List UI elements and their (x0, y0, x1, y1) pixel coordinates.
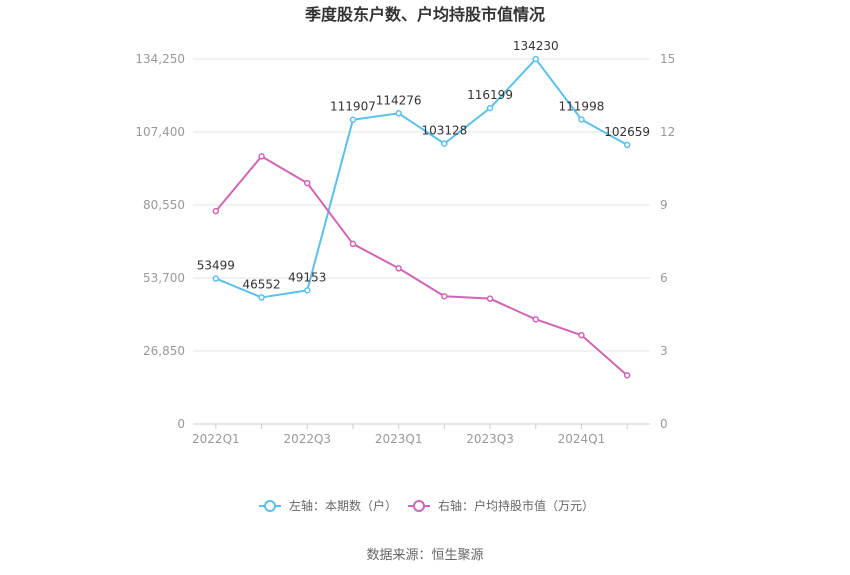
series-line-1 (215, 155, 628, 377)
legend-marker-left-series (264, 500, 276, 512)
data-label: 53499 (197, 259, 235, 273)
right-axis-tick-label: 6 (660, 271, 668, 285)
right-axis-tick-label: 0 (660, 417, 668, 431)
series-0-point[interactable] (349, 116, 357, 123)
right-axis-tick-label: 3 (660, 344, 668, 358)
series-0-point[interactable] (578, 116, 585, 123)
legend-label-right-series: 右轴：户均持股市值（万元） (438, 498, 594, 513)
data-label: 111998 (559, 99, 605, 113)
left-axis-tick-label: 134,250 (135, 52, 185, 66)
series-1-point[interactable] (395, 265, 402, 272)
series-0-point[interactable] (258, 294, 265, 301)
left-axis-tick-label: 107,400 (135, 125, 185, 139)
series-1-point[interactable] (349, 240, 357, 248)
right-axis-tick-label: 15 (660, 52, 675, 66)
data-label: 114276 (376, 93, 422, 107)
series-layer (212, 55, 631, 379)
series-1-point[interactable] (486, 295, 494, 302)
grid-layer (193, 58, 650, 352)
left-axis-tick-label: 53,700 (143, 271, 185, 285)
data-label: 103128 (421, 124, 467, 138)
axis-layer: 0 26,850 53,700 80,550 107,400 134,250 0 3 6 9 12 1… (135, 52, 675, 446)
data-label: 111907 (330, 100, 376, 114)
legend: 左轴：本期数（户） 右轴：户均持股市值（万元） (259, 498, 594, 513)
legend-item-right-series[interactable]: 右轴：户均持股市值（万元） (408, 498, 594, 513)
data-label: 134230 (513, 39, 559, 53)
data-label: 116199 (467, 88, 513, 102)
x-axis-tick-label: 2022Q1 (192, 432, 240, 446)
label-layer: 53499 46552 49153 111907 114276 103128 116199 1… (197, 39, 650, 291)
x-axis-tick-label: 2022Q3 (283, 432, 331, 446)
right-axis-tick-label: 12 (660, 125, 675, 139)
x-axis-tick-label: 2024Q1 (558, 432, 606, 446)
series-0-point[interactable] (486, 104, 494, 112)
legend-label-left-series: 左轴：本期数（户） (289, 498, 397, 513)
legend-item-left-series[interactable]: 左轴：本期数（户） (259, 498, 397, 513)
left-axis-tick-label: 0 (177, 417, 185, 431)
series-0-point[interactable] (441, 140, 448, 147)
series-0-point[interactable] (212, 275, 220, 282)
series-1-point[interactable] (304, 179, 311, 187)
left-axis-tick-label: 80,550 (143, 198, 185, 212)
series-0-point[interactable] (304, 287, 311, 294)
series-0-point[interactable] (623, 141, 631, 149)
series-0-point[interactable] (395, 110, 402, 117)
series-1-point[interactable] (212, 207, 220, 215)
left-axis-tick-label: 26,850 (143, 344, 185, 358)
data-label: 49153 (288, 270, 326, 284)
x-axis-tick-label: 2023Q1 (375, 432, 423, 446)
data-label: 102659 (604, 125, 650, 139)
series-0-point[interactable] (532, 55, 539, 63)
series-line-0 (215, 58, 628, 299)
data-label: 46552 (242, 277, 280, 291)
chart-title: 季度股东户数、户均持股市值情况 (304, 5, 545, 24)
series-1-point[interactable] (258, 153, 265, 160)
series-1-point[interactable] (532, 316, 539, 323)
series-1-point[interactable] (623, 372, 631, 379)
series-1-point[interactable] (578, 331, 585, 339)
data-source: 数据来源：恒生聚源 (366, 548, 483, 563)
series-1-point[interactable] (441, 293, 448, 300)
legend-marker-right-series (413, 500, 425, 512)
x-axis-tick-label: 2023Q3 (466, 432, 514, 446)
right-axis-tick-label: 9 (660, 198, 668, 212)
